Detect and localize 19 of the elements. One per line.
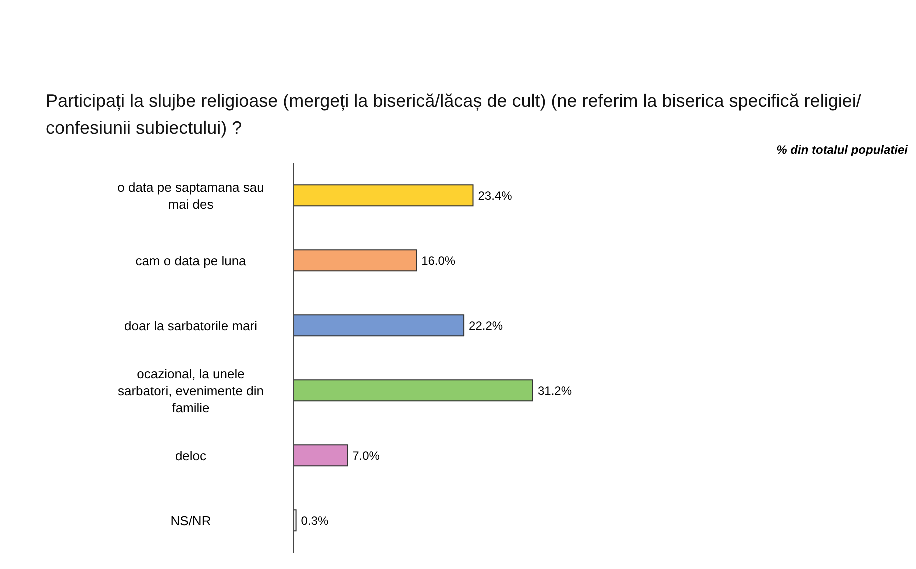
y-tick-label: o data pe saptamana sau mai des bbox=[118, 180, 264, 212]
text: % din totalul populatiei bbox=[776, 143, 908, 157]
bar bbox=[294, 444, 348, 467]
y-tick-label: ocazional, la unele sarbatori, evenimente din familie bbox=[118, 366, 264, 415]
data-label: 7.0% bbox=[352, 448, 380, 463]
data-label: 23.4% bbox=[478, 188, 513, 203]
y-tick-label: NS/NR bbox=[170, 513, 212, 528]
chart-title: Participați la slujbe religioase (mergeți la biserică/lăcaș de cult) (ne referim la biserica specifică religiei/ confesiunii subiectului) ? bbox=[46, 90, 862, 140]
y-tick-label: cam o data pe luna bbox=[136, 253, 248, 268]
y-tick-label: doar la sarbatorile mari bbox=[124, 318, 258, 333]
bar bbox=[294, 184, 474, 207]
data-label: 22.2% bbox=[469, 318, 504, 333]
data-label: 16.0% bbox=[422, 254, 456, 268]
bar bbox=[294, 380, 534, 402]
y-tick-label: deloc bbox=[175, 448, 208, 463]
bar bbox=[294, 250, 418, 272]
bar bbox=[294, 314, 465, 337]
data-label: 0.3% bbox=[301, 514, 329, 528]
data-label: 31.2% bbox=[538, 384, 572, 398]
